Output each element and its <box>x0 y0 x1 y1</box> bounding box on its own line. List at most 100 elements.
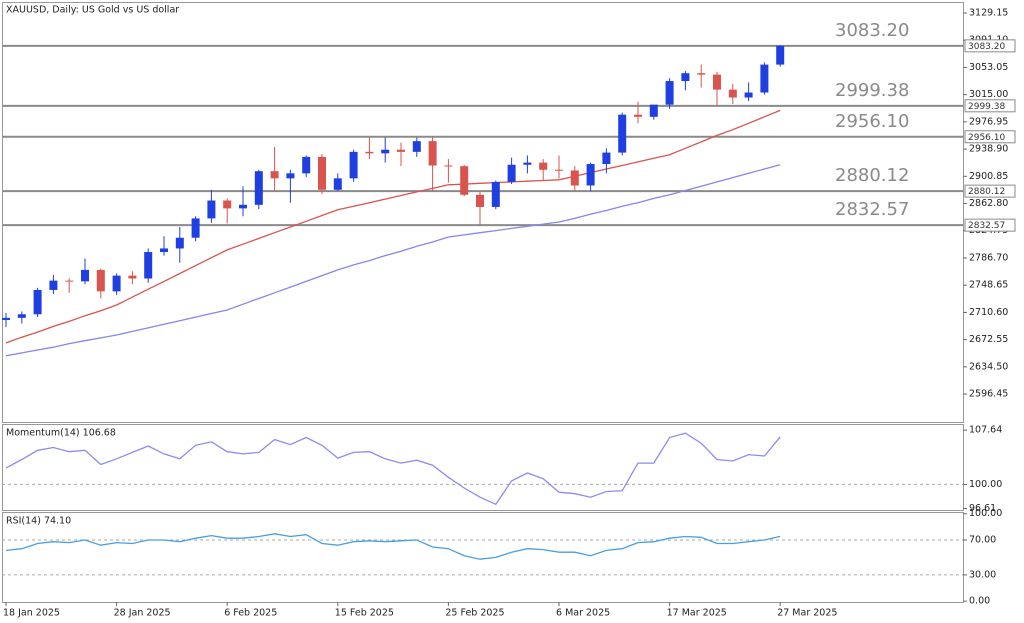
candle-body <box>602 152 611 165</box>
y-tick-label: 30.00 <box>969 569 996 580</box>
y-tick-label: 2748.65 <box>969 280 1008 291</box>
x-tick-label: 27 Mar 2025 <box>777 608 837 619</box>
candle-body <box>175 237 184 249</box>
candle-body <box>349 151 358 179</box>
y-tick-label: 2596.45 <box>969 389 1008 400</box>
candle-body <box>254 171 263 205</box>
candle-body <box>649 104 658 117</box>
candle-body <box>112 275 121 292</box>
y-tick-label: 107.64 <box>969 425 1002 436</box>
candle-body <box>744 92 753 98</box>
candle-body <box>318 156 326 190</box>
indicator-line <box>5 533 781 560</box>
candle-body <box>365 151 374 154</box>
candle-body <box>49 280 58 290</box>
level-label: 2880.12 <box>835 165 909 186</box>
candle-body <box>381 149 390 154</box>
x-tick-label: 6 Feb 2025 <box>224 608 277 619</box>
moving-average <box>5 109 781 344</box>
level-label: 2999.38 <box>835 80 909 101</box>
momentum-panel-frame <box>2 424 964 511</box>
candle-body <box>17 314 26 318</box>
main-panel-frame <box>2 2 964 423</box>
y-tick-label: 3053.05 <box>969 62 1008 73</box>
y-tick-label: 100.00 <box>969 508 1002 519</box>
candle-body <box>665 81 674 105</box>
candle-body <box>428 141 437 166</box>
candle-body <box>270 171 279 179</box>
candle-body <box>476 194 484 207</box>
indicator-line <box>5 432 781 506</box>
rsi-title: RSI(14) 74.10 <box>6 516 71 527</box>
candle-body <box>460 166 469 195</box>
level-label: 2956.10 <box>835 111 909 132</box>
candle-body <box>333 178 342 190</box>
candle-body <box>634 114 642 117</box>
y-tick-label: 2786.70 <box>969 252 1008 263</box>
level-tag-label: 2999.38 <box>968 102 1005 112</box>
x-tick-label: 15 Feb 2025 <box>335 608 394 619</box>
candle-body <box>81 269 89 282</box>
candle-body <box>681 73 690 82</box>
candle-body <box>144 252 153 279</box>
candle-body <box>697 73 706 75</box>
candle-body <box>570 170 579 186</box>
candle-body <box>444 165 453 167</box>
candle-body <box>302 156 311 174</box>
x-tick-label: 17 Mar 2025 <box>667 608 727 619</box>
candle-body <box>128 275 137 279</box>
level-tag-label: 2832.57 <box>968 221 1005 231</box>
candle-body <box>65 280 74 282</box>
candle-body <box>33 289 42 315</box>
rsi-panel-frame <box>2 512 964 603</box>
y-tick-label: 2672.55 <box>969 334 1008 345</box>
moving-average <box>5 164 781 357</box>
level-label: 3083.20 <box>835 20 909 41</box>
y-tick-label: 2634.50 <box>969 361 1008 372</box>
candle-body <box>239 204 247 209</box>
chart-title: XAUUSD, Daily: US Gold vs US dollar <box>6 5 179 16</box>
y-tick-label: 2710.60 <box>969 307 1008 318</box>
level-tag <box>964 218 1016 232</box>
candle-body <box>397 149 405 152</box>
candle-body <box>286 173 295 179</box>
level-tag-label: 2956.10 <box>968 133 1005 143</box>
candle-body <box>160 248 168 253</box>
candle-body <box>191 218 200 238</box>
y-tick-label: 2976.95 <box>969 116 1008 127</box>
candle-body <box>223 200 232 209</box>
level-tag <box>964 130 1016 144</box>
x-tick-label: 25 Feb 2025 <box>445 608 504 619</box>
level-tag <box>964 39 1016 53</box>
y-tick-label: 100.00 <box>969 479 1002 490</box>
y-tick-label: 3129.15 <box>969 7 1008 18</box>
y-tick-label: 3015.00 <box>969 89 1008 100</box>
level-tag <box>964 99 1016 113</box>
candle-body <box>728 89 737 98</box>
x-tick-label: 18 Jan 2025 <box>3 608 60 619</box>
y-tick-label: 2900.85 <box>969 171 1008 182</box>
candle-body <box>2 317 10 320</box>
level-tag <box>964 184 1016 198</box>
level-label: 2832.57 <box>835 199 909 220</box>
x-tick-label: 6 Mar 2025 <box>556 608 610 619</box>
candle-body <box>776 45 785 65</box>
y-tick-label: 2862.80 <box>969 198 1008 209</box>
x-tick-label: 28 Jan 2025 <box>114 608 171 619</box>
candle-body <box>618 114 627 153</box>
candle-body <box>555 169 563 171</box>
level-tag-label: 2880.12 <box>968 187 1005 197</box>
momentum-title: Momentum(14) 106.68 <box>6 428 116 439</box>
candle-body <box>713 74 721 90</box>
candle-body <box>207 200 216 219</box>
candle-body <box>507 164 516 182</box>
y-tick-label: 70.00 <box>969 534 996 545</box>
level-tag-label: 3083.20 <box>968 42 1005 52</box>
y-tick-label: 2938.90 <box>969 144 1008 155</box>
candle-body <box>96 269 105 292</box>
candle-body <box>760 64 769 93</box>
candle-body <box>491 181 500 207</box>
candle-body <box>523 162 532 165</box>
candle-body <box>586 164 595 186</box>
